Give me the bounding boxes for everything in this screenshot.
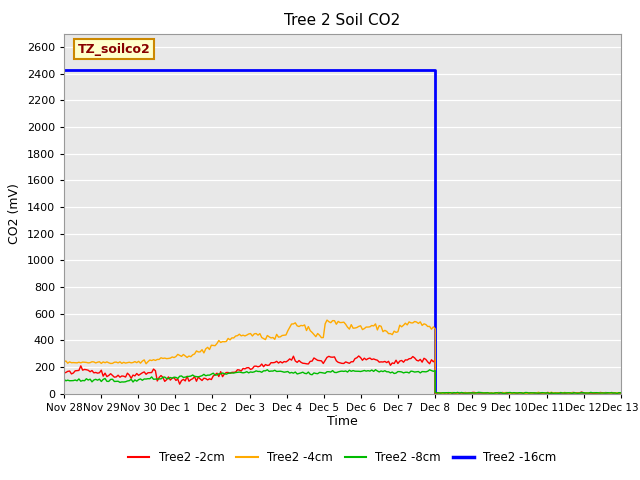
Tree2 -16cm (431, 67, 439, 72)
Tree2 -2cm (392, 357, 400, 363)
Tree2 -4cm (446, 391, 454, 396)
Line: Tree2 -8cm: Tree2 -8cm (64, 370, 621, 394)
Tree2 -8cm (372, 367, 380, 372)
Tree2 -4cm (394, 329, 402, 335)
Tree2 -4cm (403, 322, 411, 328)
Tree2 -8cm (392, 370, 400, 376)
Tree2 -2cm (531, 390, 538, 396)
Tree2 -8cm (617, 390, 625, 396)
Tree2 -2cm (564, 391, 572, 396)
Line: Tree2 -4cm: Tree2 -4cm (64, 320, 621, 394)
Tree2 -8cm (394, 369, 402, 374)
Tree2 -8cm (531, 390, 538, 396)
Tree2 -2cm (617, 390, 625, 396)
Tree2 -4cm (617, 390, 625, 396)
Tree2 -4cm (323, 317, 331, 323)
Tree2 -2cm (355, 353, 363, 359)
Tree2 -4cm (568, 390, 576, 396)
Tree2 -8cm (546, 391, 554, 396)
Tree2 -2cm (394, 360, 402, 366)
Tree2 -8cm (60, 376, 68, 382)
Text: TZ_soilco2: TZ_soilco2 (78, 43, 150, 56)
Tree2 -2cm (403, 357, 411, 363)
Tree2 -4cm (392, 329, 400, 335)
Line: Tree2 -2cm: Tree2 -2cm (64, 356, 621, 394)
Tree2 -4cm (62, 358, 70, 364)
Tree2 -4cm (532, 390, 540, 396)
Tree2 -8cm (403, 370, 411, 375)
Title: Tree 2 Soil CO2: Tree 2 Soil CO2 (284, 13, 401, 28)
Tree2 -2cm (568, 390, 576, 396)
Tree2 -16cm (60, 67, 68, 72)
Line: Tree2 -16cm: Tree2 -16cm (64, 70, 621, 394)
X-axis label: Time: Time (327, 415, 358, 429)
Tree2 -8cm (62, 378, 70, 384)
Legend: Tree2 -2cm, Tree2 -4cm, Tree2 -8cm, Tree2 -16cm: Tree2 -2cm, Tree2 -4cm, Tree2 -8cm, Tree… (124, 446, 561, 469)
Tree2 -16cm (431, 391, 439, 396)
Tree2 -4cm (60, 359, 68, 364)
Tree2 -2cm (62, 370, 70, 375)
Tree2 -8cm (568, 390, 576, 396)
Tree2 -16cm (617, 391, 625, 396)
Y-axis label: CO2 (mV): CO2 (mV) (8, 183, 21, 244)
Tree2 -2cm (60, 370, 68, 376)
